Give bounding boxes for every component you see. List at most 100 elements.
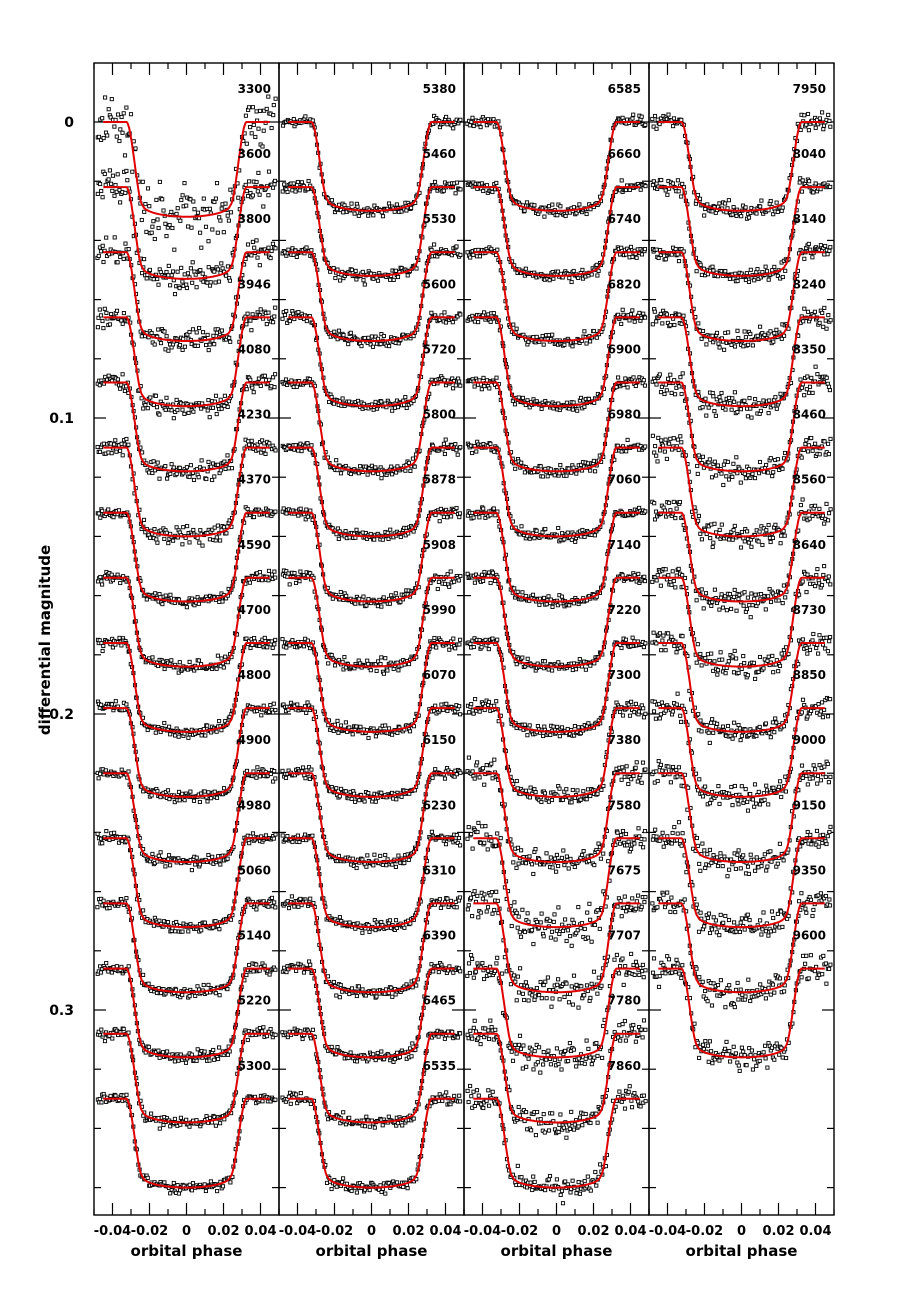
data-point: [259, 450, 264, 455]
data-point: [338, 471, 344, 476]
data-point: [142, 209, 147, 214]
data-point: [164, 395, 169, 400]
data-point: [378, 661, 383, 667]
data-point: [187, 994, 192, 999]
data-point: [120, 372, 125, 377]
data-point: [172, 292, 178, 297]
data-point: [349, 796, 354, 801]
data-point: [360, 930, 365, 935]
data-point: [349, 267, 354, 272]
data-point: [250, 193, 255, 198]
data-point: [343, 720, 348, 725]
data-point: [118, 200, 123, 205]
model-fit-curve: [103, 642, 270, 733]
data-point: [335, 718, 340, 723]
data-point: [199, 928, 204, 933]
data-point: [109, 97, 114, 102]
data-point: [372, 852, 377, 857]
wavelength-label: 6150: [423, 733, 456, 747]
data-point: [293, 189, 298, 194]
data-point: [215, 267, 221, 272]
data-point: [168, 732, 173, 737]
data-point: [372, 1125, 377, 1130]
data-point: [170, 225, 175, 231]
data-point: [294, 254, 299, 259]
data-point: [224, 531, 229, 536]
data-point: [257, 1025, 262, 1031]
light-curve-4900: 4900: [95, 733, 278, 873]
data-point: [245, 506, 250, 512]
data-point: [359, 344, 364, 349]
data-point: [182, 272, 187, 277]
data-point: [184, 605, 189, 610]
data-point: [188, 463, 193, 468]
data-point: [287, 643, 292, 648]
light-curve-4700: 4700: [95, 603, 278, 740]
data-point: [117, 138, 122, 144]
data-point: [104, 961, 109, 966]
data-point: [303, 776, 308, 781]
data-point: [161, 208, 166, 213]
data-point: [212, 342, 217, 347]
data-point: [342, 655, 347, 660]
data-point: [266, 169, 272, 174]
data-point: [173, 733, 178, 738]
data-point: [118, 127, 123, 132]
data-point: [165, 920, 171, 925]
data-point: [286, 247, 291, 252]
data-point: [306, 178, 311, 184]
data-point: [443, 437, 448, 442]
data-point: [168, 283, 173, 288]
data-point: [168, 1191, 173, 1196]
data-point: [329, 1044, 334, 1049]
data-point: [95, 905, 100, 910]
data-point: [266, 193, 271, 198]
data-point: [188, 789, 193, 794]
data-point: [157, 412, 162, 417]
data-point: [213, 991, 218, 996]
data-point: [191, 409, 196, 414]
wavelength-label: 5800: [423, 408, 456, 422]
data-point: [112, 830, 117, 835]
data-point: [258, 108, 263, 113]
data-point: [166, 273, 171, 278]
data-point: [254, 238, 259, 243]
data-point: [206, 398, 211, 403]
light-curve-4230: 4230: [95, 408, 278, 548]
data-point: [379, 919, 384, 925]
x-axis-label: orbital phase: [316, 1242, 428, 1260]
data-point: [294, 1092, 299, 1097]
data-point: [443, 320, 449, 325]
data-point: [271, 701, 276, 706]
data-point: [332, 329, 337, 334]
data-point: [207, 415, 212, 420]
data-point: [187, 1124, 192, 1129]
data-point: [206, 265, 211, 270]
data-point: [338, 982, 343, 988]
data-point: [379, 790, 384, 795]
data-point: [290, 188, 295, 193]
data-point: [162, 720, 167, 726]
data-point: [98, 771, 103, 776]
data-point: [273, 372, 278, 377]
data-point: [110, 1036, 115, 1041]
data-point: [115, 112, 121, 117]
data-point: [362, 335, 367, 341]
data-point: [95, 444, 100, 450]
data-point: [213, 1123, 218, 1128]
data-point: [341, 1110, 346, 1115]
data-point: [198, 528, 203, 533]
data-point: [403, 395, 408, 400]
data-point: [308, 962, 313, 967]
data-point: [188, 197, 193, 202]
data-point: [213, 280, 218, 285]
data-point: [124, 1092, 129, 1097]
data-point: [261, 447, 266, 453]
data-point: [97, 1096, 102, 1102]
data-point: [253, 134, 258, 140]
wavelength-label: 4370: [238, 473, 271, 487]
x-tick-label: 0.04: [244, 1224, 276, 1239]
data-point: [379, 1049, 384, 1054]
data-point: [394, 797, 399, 802]
data-point: [102, 171, 107, 177]
